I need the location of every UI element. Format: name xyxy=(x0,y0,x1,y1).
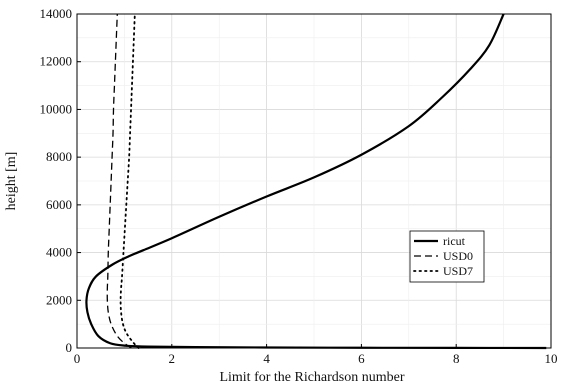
x-axis-label: Limit for the Richardson number xyxy=(219,370,404,385)
legend-box xyxy=(409,230,485,283)
series-line-usd0 xyxy=(106,13,132,349)
y-tick-label: 6000 xyxy=(46,197,72,212)
grid xyxy=(77,14,551,348)
legend-label-usd0: USD0 xyxy=(443,249,473,263)
x-tick-label: 2 xyxy=(169,351,176,366)
y-tick-label: 10000 xyxy=(40,101,73,116)
legend-label-usd7: USD7 xyxy=(443,264,473,278)
y-tick-label: 2000 xyxy=(46,292,72,307)
y-tick-label: 14000 xyxy=(40,6,73,21)
legend-label-ricut: ricut xyxy=(443,234,466,248)
series-line-usd7 xyxy=(119,13,140,349)
x-tick-label: 4 xyxy=(263,351,270,366)
y-tick-label: 4000 xyxy=(46,245,72,260)
y-tick-label: 12000 xyxy=(40,54,73,69)
x-tick-label: 0 xyxy=(74,351,81,366)
series-group xyxy=(85,13,547,350)
plot-frame xyxy=(76,13,552,349)
plot-border xyxy=(76,13,552,349)
y-tick-label: 0 xyxy=(66,340,73,355)
x-tick-label: 8 xyxy=(453,351,460,366)
y-axis-label: height [m] xyxy=(4,152,19,211)
series-line-ricut xyxy=(85,13,547,350)
tick-labels: 0 2 4 6 8 10 0 2000 4000 6000 8000 10000 12000 14000 xyxy=(40,6,558,366)
x-tick-label: 6 xyxy=(358,351,365,366)
x-tick-label: 10 xyxy=(545,351,558,366)
y-tick-label: 8000 xyxy=(46,149,72,164)
